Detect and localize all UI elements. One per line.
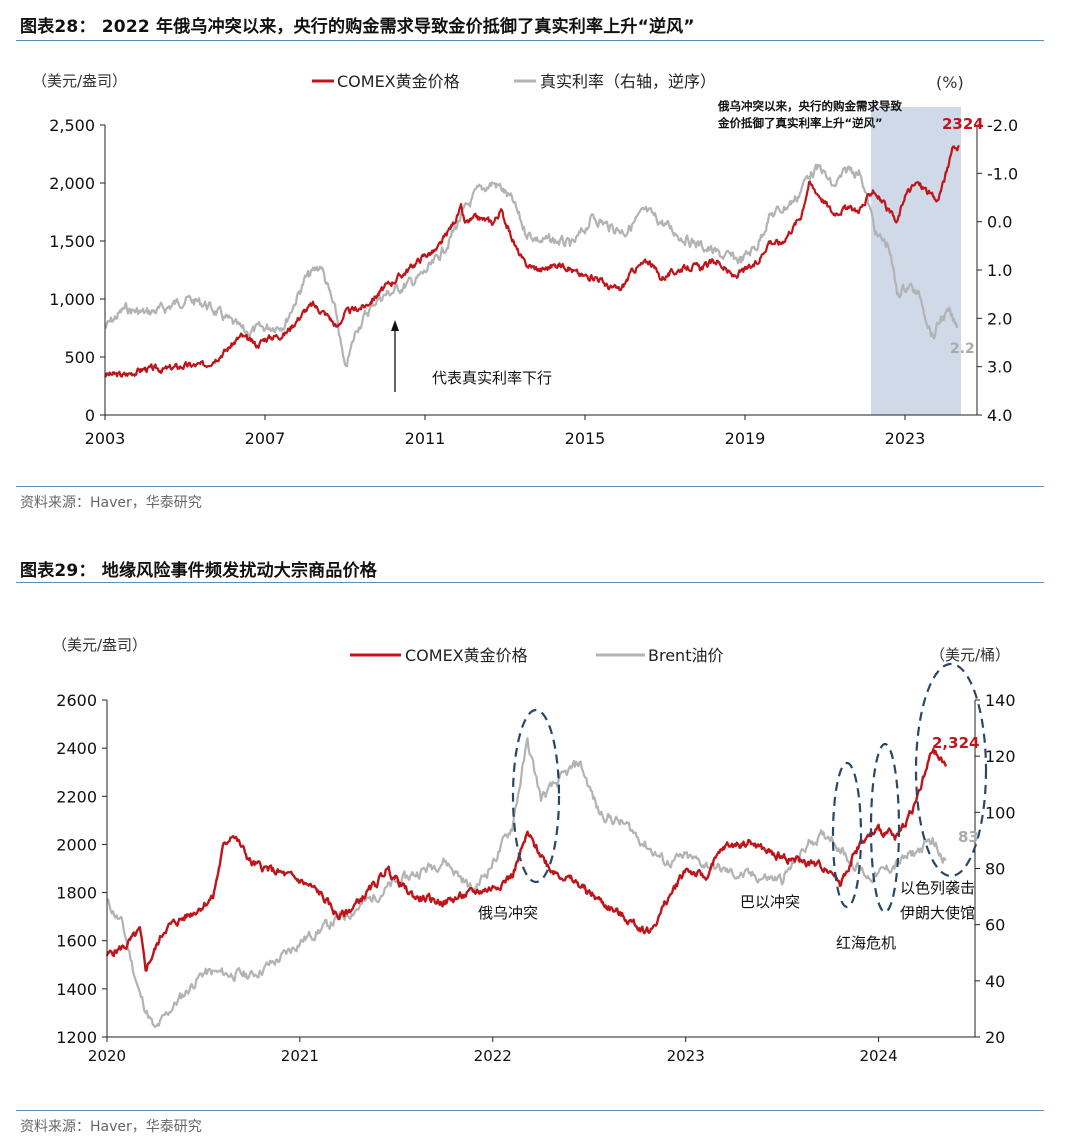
y2-tick-label: 120 bbox=[985, 747, 1016, 766]
x-tick-label: 2003 bbox=[85, 429, 126, 448]
figure-29-source: 资料来源：Haver，华泰研究 bbox=[20, 1119, 202, 1135]
y-tick-label: 2000 bbox=[56, 835, 97, 854]
x-tick-label: 2021 bbox=[281, 1047, 319, 1065]
chart2-legend: COMEX黄金价格 Brent油价 bbox=[350, 646, 723, 665]
x-tick-label: 2023 bbox=[885, 429, 926, 448]
event-ellipse-iran-embassy bbox=[869, 742, 901, 914]
legend-gold-label: COMEX黄金价格 bbox=[405, 646, 528, 665]
figure-28-bottom-rule bbox=[16, 486, 1044, 487]
figure-28-title-rule bbox=[16, 40, 1044, 41]
figure-29-title: 图表29： 地缘风险事件频发扰动大宗商品价格 bbox=[20, 561, 377, 581]
y2-tick-label: 1.0 bbox=[987, 261, 1012, 280]
y-tick-label: 2,000 bbox=[49, 174, 95, 193]
y2-tick-label: 80 bbox=[985, 860, 1005, 879]
y2-tick-label: 100 bbox=[985, 803, 1016, 822]
event-ellipse-russia-ukraine bbox=[511, 708, 561, 884]
figure-28-title: 图表28： 2022 年俄乌冲突以来，央行的购金需求导致金价抵御了真实利率上升“… bbox=[20, 17, 695, 37]
y2-tick-label: 40 bbox=[985, 972, 1005, 991]
x-tick-label: 2020 bbox=[88, 1047, 126, 1065]
end-label-rate: 2.2 bbox=[950, 341, 975, 357]
event-label-iran-embassy: 伊朗大使馆 bbox=[900, 904, 975, 922]
y-tick-label: 1400 bbox=[56, 980, 97, 999]
y-tick-label: 2,500 bbox=[49, 116, 95, 135]
event-ellipse-latest bbox=[914, 662, 988, 878]
x-tick-label: 2023 bbox=[667, 1047, 705, 1065]
y2-tick-label: 20 bbox=[985, 1028, 1005, 1047]
series-gold-price-line bbox=[104, 144, 960, 378]
x-tick-label: 2024 bbox=[859, 1047, 897, 1065]
shaded-region-2022-2024 bbox=[871, 107, 961, 415]
y-tick-label: 2200 bbox=[56, 787, 97, 806]
figure-29-title-rule bbox=[16, 582, 1044, 583]
y-tick-label: 2600 bbox=[56, 691, 97, 710]
chart1-legend: COMEX黄金价格 真实利率（右轴，逆序） bbox=[312, 72, 716, 91]
y2-tick-label: 3.0 bbox=[987, 358, 1012, 377]
chart-gold-vs-brent: 1200 1400 1600 1800 2000 2200 2400 2600 20 40 60 80… bbox=[52, 636, 1016, 1065]
y-tick-label: 500 bbox=[64, 348, 95, 367]
event-label-israel-attack: 以色列袭击 bbox=[900, 879, 975, 897]
y-tick-label: 0 bbox=[85, 406, 95, 425]
y2-tick-label: -1.0 bbox=[987, 164, 1018, 183]
y2-tick-label: 60 bbox=[985, 916, 1005, 935]
annotation-line-1: 俄乌冲突以来，央行的购金需求导致 bbox=[717, 99, 902, 113]
y2-tick-label: -2.0 bbox=[987, 116, 1018, 135]
x-tick-label: 2007 bbox=[245, 429, 286, 448]
legend-oil-label: Brent油价 bbox=[648, 646, 723, 665]
end-label-oil: 83 bbox=[958, 828, 979, 846]
left-axis-unit: （美元/盎司） bbox=[52, 636, 147, 654]
x-tick-label: 2011 bbox=[405, 429, 446, 448]
end-label-gold: 2,324 bbox=[932, 734, 979, 752]
y-tick-label: 1200 bbox=[56, 1028, 97, 1047]
legend-gold-label: COMEX黄金价格 bbox=[337, 72, 460, 91]
end-label-gold: 2324 bbox=[942, 115, 984, 133]
event-label-red-sea: 红海危机 bbox=[836, 934, 896, 952]
y-tick-label: 1800 bbox=[56, 884, 97, 903]
y-tick-label: 1,000 bbox=[49, 290, 95, 309]
chart-gold-vs-real-rate: 0 500 1,000 1,500 2,000 2,500 -2.0 -1.0 0.0 1.0 2.… bbox=[32, 72, 1018, 448]
figure-28-source: 资料来源：Haver，华泰研究 bbox=[20, 495, 202, 511]
annotation-line-2: 金价抵御了真实利率上升“逆风” bbox=[717, 116, 883, 130]
y-tick-label: 1,500 bbox=[49, 232, 95, 251]
series-brent-oil-line bbox=[106, 737, 947, 1028]
series-gold-price-line bbox=[105, 747, 948, 972]
y-tick-label: 1600 bbox=[56, 932, 97, 951]
x-tick-label: 2015 bbox=[565, 429, 606, 448]
y2-tick-label: 0.0 bbox=[987, 213, 1012, 232]
arrow-label: 代表真实利率下行 bbox=[432, 369, 552, 387]
x-tick-label: 2022 bbox=[474, 1047, 512, 1065]
left-axis-unit: （美元/盎司） bbox=[32, 72, 127, 90]
figure-29-bottom-rule bbox=[16, 1110, 1044, 1111]
series-real-rate-line bbox=[104, 163, 959, 368]
event-label-russia-ukraine: 俄乌冲突 bbox=[478, 904, 538, 922]
y2-tick-label: 2.0 bbox=[987, 309, 1012, 328]
event-ellipse-red-sea bbox=[831, 761, 863, 909]
event-label-israel-palestine: 巴以冲突 bbox=[740, 893, 800, 911]
y2-tick-label: 4.0 bbox=[987, 406, 1012, 425]
arrow-head bbox=[391, 320, 399, 331]
legend-rate-label: 真实利率（右轴，逆序） bbox=[540, 72, 716, 91]
right-axis-unit: (%) bbox=[936, 73, 964, 92]
y2-tick-label: 140 bbox=[985, 691, 1016, 710]
right-axis-unit: （美元/桶） bbox=[930, 646, 1010, 664]
x-tick-label: 2019 bbox=[725, 429, 766, 448]
y-tick-label: 2400 bbox=[56, 739, 97, 758]
